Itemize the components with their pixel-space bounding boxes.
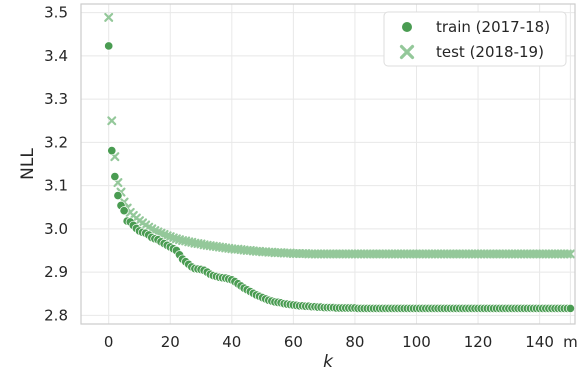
train-point [113,191,123,201]
train-point [119,206,129,216]
x-tick-label: 0 [104,333,114,351]
y-tick-label: 2.9 [44,263,68,281]
x-axis-label: k [323,352,334,372]
legend-test-marker [399,44,415,60]
x-tick-label: 60 [284,333,303,351]
test-point [104,12,114,22]
y-tick-label: 3.1 [44,177,68,195]
legend: train (2017-18) test (2018-19) [383,11,567,67]
x-tick-label: m [563,333,578,351]
y-tick-label: 3.2 [44,133,68,151]
train-point [104,41,114,51]
test-point [107,116,117,126]
y-tick-label: 2.8 [44,306,68,324]
legend-test-label: test (2018-19) [436,43,544,61]
x-tick-label: 120 [464,333,493,351]
legend-train-label: train (2017-18) [436,18,550,36]
legend-train-marker [402,22,412,32]
plot-frame [80,3,576,325]
x-tick-label: 80 [345,333,364,351]
train-point [110,171,120,182]
test-series-points [104,12,575,259]
x-axis-ticks: 0 20 40 60 80 100 120 140 m [104,333,578,351]
x-tick-label: 40 [222,333,241,351]
train-point [565,303,575,313]
test-point [565,249,575,259]
legend-box [383,11,567,67]
y-tick-label: 3.0 [44,220,68,238]
x-tick-label: 140 [525,333,554,351]
y-tick-label: 3.5 [44,4,68,22]
y-axis-label: NLL [18,148,38,180]
train-point [107,146,117,156]
y-tick-label: 3.4 [44,47,68,65]
x-tick-label: 20 [161,333,180,351]
y-tick-label: 3.3 [44,90,68,108]
y-axis-ticks: 2.8 2.9 3.0 3.1 3.2 3.3 3.4 3.5 [44,4,68,325]
x-tick-label: 100 [402,333,431,351]
train-series-points [104,41,575,313]
